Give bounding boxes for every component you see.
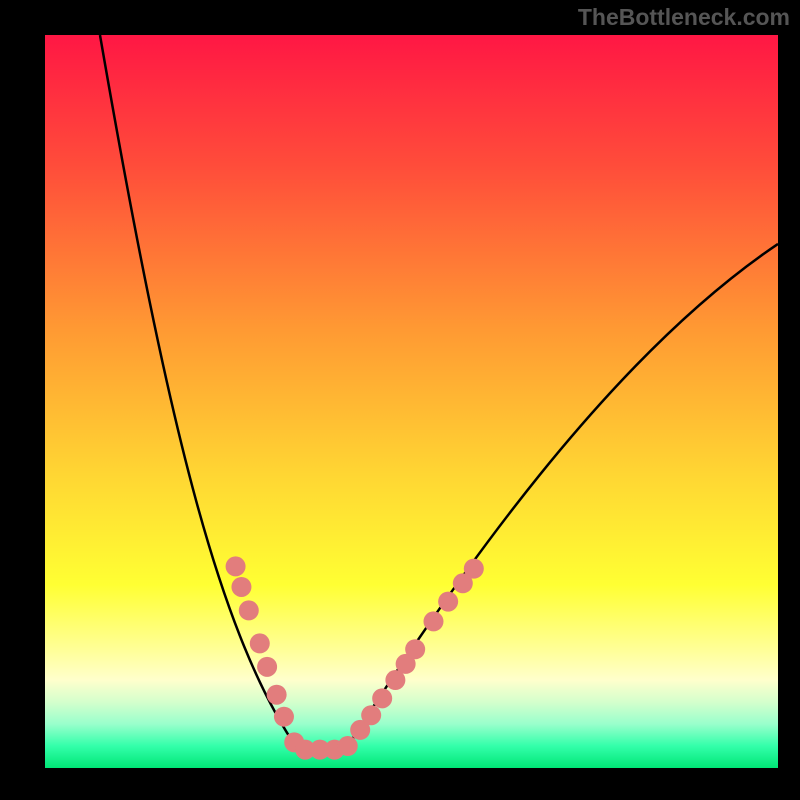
data-point (372, 688, 392, 708)
data-point (250, 633, 270, 653)
data-point (423, 611, 443, 631)
watermark-text: TheBottleneck.com (578, 4, 790, 31)
data-point (274, 707, 294, 727)
bottleneck-chart (0, 0, 800, 800)
data-point (257, 657, 277, 677)
data-point (464, 559, 484, 579)
data-point (231, 577, 251, 597)
data-point (226, 556, 246, 576)
data-point (438, 592, 458, 612)
data-point (338, 736, 358, 756)
data-point (267, 685, 287, 705)
chart-container: TheBottleneck.com (0, 0, 800, 800)
data-point (405, 639, 425, 659)
data-point (361, 705, 381, 725)
data-point (239, 600, 259, 620)
